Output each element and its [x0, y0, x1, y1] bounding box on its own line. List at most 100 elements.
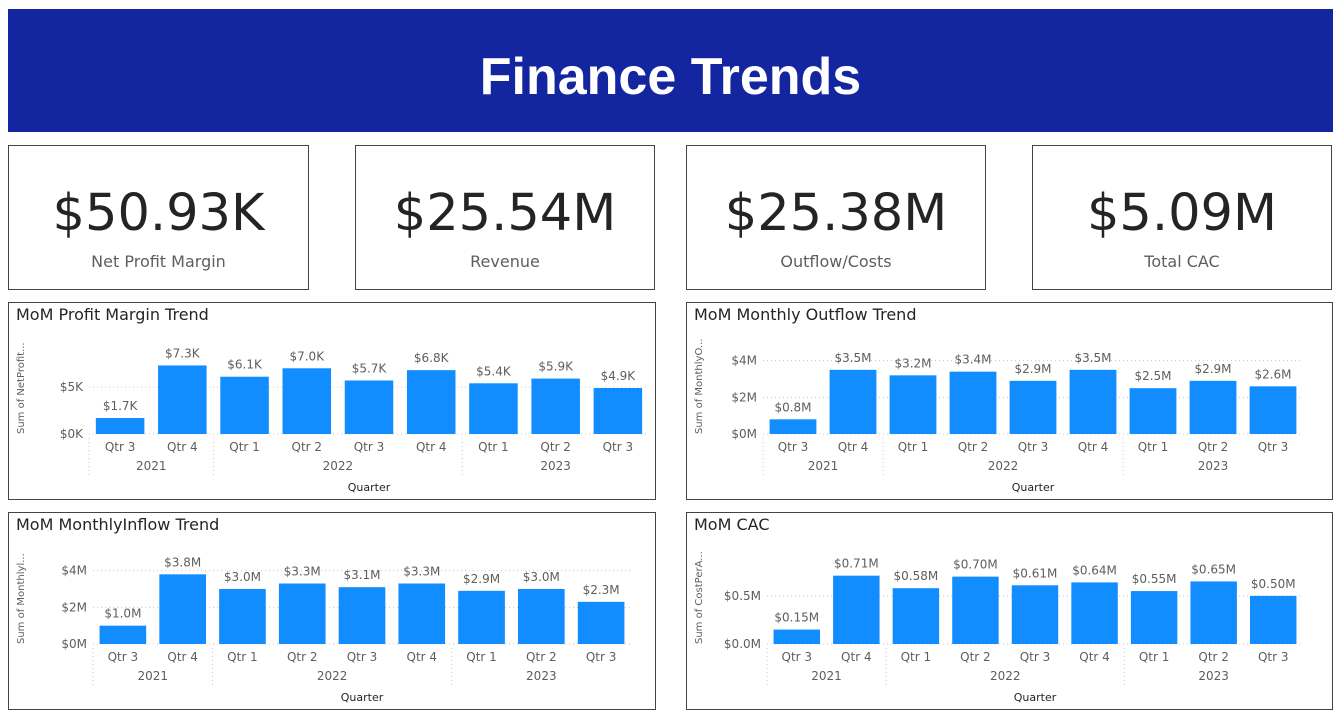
x-axis-label: Quarter [1014, 691, 1057, 704]
x-tick-label: Qtr 3 [1258, 650, 1289, 664]
x-tick-label: Qtr 2 [1198, 440, 1229, 454]
y-axis-label: Sum of NetProfit... [16, 342, 27, 434]
x-tick-label: Qtr 3 [586, 650, 617, 664]
y-tick-label: $2M [731, 390, 757, 404]
chart-title: MoM MonthlyInflow Trend [16, 515, 219, 534]
x-tick-label: Qtr 2 [958, 440, 989, 454]
inflow-chart[interactable]: MoM MonthlyInflow Trend Sum of Monthlyl..… [9, 513, 657, 711]
bar [406, 370, 456, 434]
bar [1190, 581, 1237, 644]
x-tick-label: Qtr 4 [841, 650, 872, 664]
x-tick-label: Qtr 3 [1018, 440, 1049, 454]
bar [158, 365, 207, 434]
year-label: 2022 [988, 459, 1019, 473]
x-tick-label: Qtr 3 [1020, 650, 1051, 664]
kpi-card-net-profit-margin[interactable]: $50.93K Net Profit Margin [8, 145, 309, 290]
x-tick-label: Qtr 3 [603, 440, 634, 454]
bar [1011, 585, 1059, 644]
chart-panel-profit-margin[interactable]: MoM Profit Margin Trend Sum of NetProfit.… [8, 302, 656, 500]
data-label: $0.65M [1191, 562, 1236, 576]
data-label: $5.7K [352, 361, 388, 375]
bar [99, 625, 147, 644]
kpi-card-outflow-costs[interactable]: $25.38M Outflow/Costs [686, 145, 986, 290]
x-tick-label: Qtr 2 [287, 650, 318, 664]
year-label: 2023 [540, 459, 571, 473]
year-label: 2022 [323, 459, 354, 473]
x-tick-label: Qtr 1 [466, 650, 497, 664]
data-label: $4.9K [601, 369, 637, 383]
y-tick-label: $0K [60, 427, 84, 441]
y-tick-label: $0M [61, 637, 87, 651]
data-label: $0.64M [1072, 563, 1117, 577]
x-axis-label: Quarter [341, 691, 384, 704]
chart-panel-outflow[interactable]: MoM Monthly Outflow Trend Sum of MonthlyO… [686, 302, 1333, 500]
year-label: 2021 [811, 669, 842, 683]
x-tick-label: Qtr 4 [416, 440, 447, 454]
x-tick-label: Qtr 1 [478, 440, 509, 454]
data-label: $0.70M [953, 558, 998, 572]
data-label: $0.8M [774, 400, 811, 414]
data-label: $2.9M [1014, 362, 1051, 376]
bar [1130, 591, 1178, 644]
y-axis-label: Sum of CostPerA... [694, 551, 705, 644]
x-tick-label: Qtr 3 [782, 650, 813, 664]
chart-title: MoM Monthly Outflow Trend [694, 305, 916, 324]
data-label: $3.3M [403, 565, 440, 579]
x-tick-label: Qtr 4 [167, 650, 198, 664]
year-label: 2021 [136, 459, 167, 473]
bar [833, 575, 880, 644]
bar [531, 378, 580, 434]
year-label: 2021 [138, 669, 169, 683]
bar [892, 588, 940, 644]
title-banner: Finance Trends [8, 9, 1333, 132]
bar [278, 583, 326, 644]
bar [1249, 595, 1297, 644]
bar [889, 375, 937, 434]
chart-panel-inflow[interactable]: MoM MonthlyInflow Trend Sum of Monthlyl..… [8, 512, 656, 710]
y-tick-label: $4M [731, 354, 757, 368]
bar [282, 368, 332, 434]
data-label: $0.71M [834, 557, 879, 571]
data-label: $0.58M [894, 569, 939, 583]
y-axis-label: Sum of Monthlyl... [16, 553, 27, 644]
cac-chart[interactable]: MoM CAC Sum of CostPerA... $0.0M $0.5M $0.15… [687, 513, 1334, 711]
data-label: $7.3K [165, 346, 201, 360]
kpi-card-total-cac[interactable]: $5.09M Total CAC [1032, 145, 1332, 290]
profit-margin-chart[interactable]: MoM Profit Margin Trend Sum of NetProfit.… [9, 303, 657, 501]
data-label: $3.4M [954, 353, 991, 367]
kpi-card-revenue[interactable]: $25.54M Revenue [355, 145, 655, 290]
data-label: $6.8K [414, 351, 450, 365]
kpi-label: Outflow/Costs [780, 252, 892, 271]
data-label: $1.7K [103, 399, 139, 413]
data-label: $3.2M [894, 356, 931, 370]
data-label: $2.9M [463, 572, 500, 586]
data-label: $5.9K [538, 360, 574, 374]
kpi-value: $50.93K [52, 184, 265, 243]
data-label: $3.5M [1074, 351, 1111, 365]
bar [219, 589, 266, 644]
data-label: $2.3M [583, 583, 620, 597]
bar [1189, 380, 1237, 434]
year-label: 2021 [808, 459, 839, 473]
x-tick-label: Qtr 1 [901, 650, 932, 664]
data-label: $2.6M [1254, 367, 1291, 381]
bar [577, 601, 625, 644]
data-label: $2.9M [1194, 362, 1231, 376]
x-axis-label: Quarter [1012, 481, 1055, 494]
outflow-chart[interactable]: MoM Monthly Outflow Trend Sum of MonthlyO… [687, 303, 1334, 501]
y-tick-label: $2M [61, 600, 87, 614]
bar [398, 583, 446, 644]
x-tick-label: Qtr 2 [526, 650, 557, 664]
x-tick-label: Qtr 4 [1079, 650, 1110, 664]
x-tick-label: Qtr 2 [960, 650, 991, 664]
x-tick-label: Qtr 2 [540, 440, 571, 454]
bar [593, 387, 643, 434]
x-tick-label: Qtr 2 [292, 440, 323, 454]
data-label: $6.1K [227, 358, 263, 372]
chart-panel-cac[interactable]: MoM CAC Sum of CostPerA... $0.0M $0.5M $0.15… [686, 512, 1333, 710]
chart-title: MoM CAC [694, 515, 770, 534]
kpi-label: Total CAC [1144, 252, 1220, 271]
bar [469, 383, 518, 434]
x-tick-label: Qtr 1 [1138, 440, 1169, 454]
x-tick-label: Qtr 1 [898, 440, 929, 454]
